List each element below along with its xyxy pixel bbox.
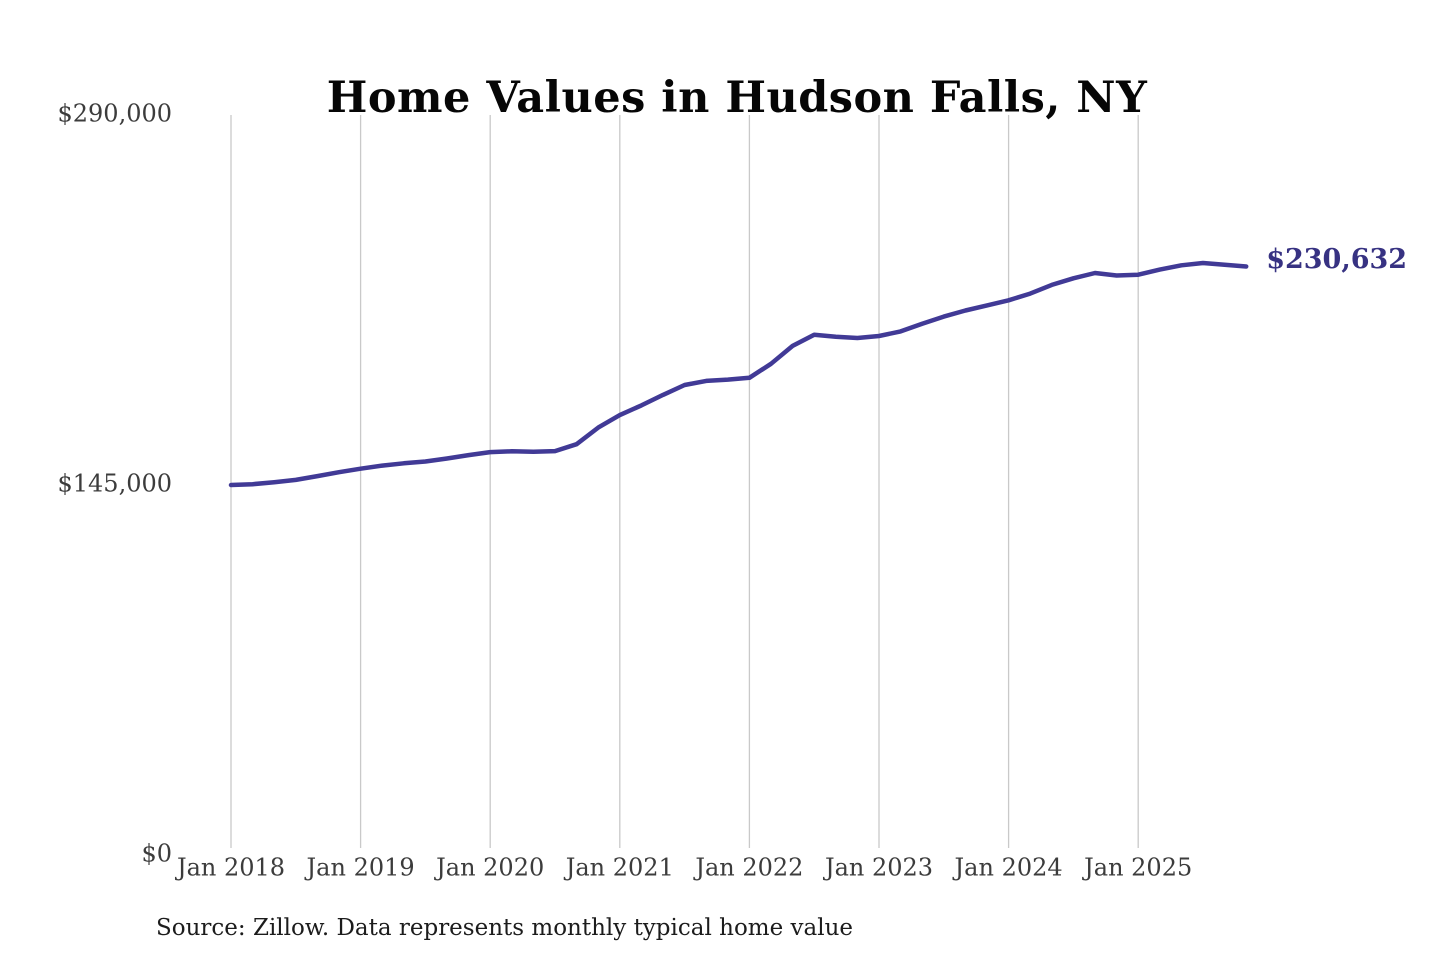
home-value-line — [228, 260, 1249, 488]
y-axis-labels: $0 $145,000 $290,000 — [57, 100, 172, 868]
x-tick-label: Jan 2023 — [822, 854, 933, 882]
end-label-group: $230,632 — [1266, 244, 1407, 275]
y-tick-label: $290,000 — [57, 100, 172, 128]
x-tick-label: Jan 2024 — [952, 854, 1063, 882]
x-tick-label: Jan 2018 — [174, 854, 285, 882]
x-tick-label: Jan 2020 — [433, 854, 544, 882]
y-tick-label: $0 — [141, 840, 172, 868]
chart-title: Home Values in Hudson Falls, NY — [326, 72, 1148, 123]
series-group — [228, 260, 1249, 488]
gridlines — [230, 115, 1139, 848]
x-tick-label: Jan 2019 — [304, 854, 415, 882]
end-value-label: $230,632 — [1266, 244, 1407, 275]
x-tick-label: Jan 2022 — [692, 854, 803, 882]
source-note: Source: Zillow. Data represents monthly … — [156, 915, 854, 941]
x-tick-label: Jan 2025 — [1081, 854, 1192, 882]
y-tick-label: $145,000 — [57, 470, 172, 498]
x-axis-labels: Jan 2018 Jan 2019 Jan 2020 Jan 2021 Jan 2022… — [174, 854, 1192, 882]
x-tick-label: Jan 2021 — [563, 854, 674, 882]
